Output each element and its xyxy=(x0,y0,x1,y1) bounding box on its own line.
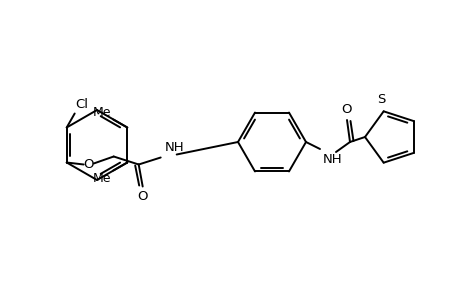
Text: O: O xyxy=(83,158,94,171)
Text: S: S xyxy=(377,93,385,106)
Text: NH: NH xyxy=(322,153,342,166)
Text: Cl: Cl xyxy=(76,98,89,110)
Text: O: O xyxy=(341,103,352,116)
Text: Me: Me xyxy=(93,106,111,118)
Text: NH: NH xyxy=(164,140,184,154)
Text: O: O xyxy=(137,190,148,203)
Text: Me: Me xyxy=(93,172,111,184)
